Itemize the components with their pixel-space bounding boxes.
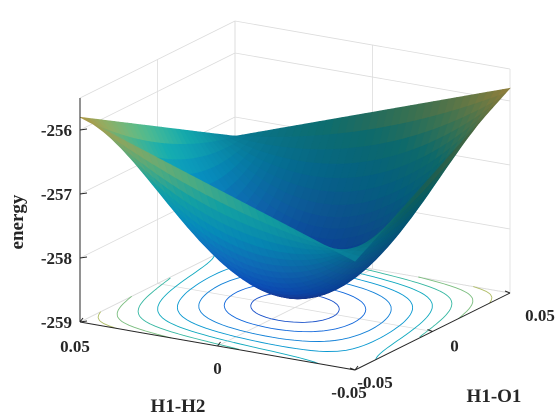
x-tick-label: -0.05 bbox=[331, 383, 366, 402]
axes bbox=[79, 98, 511, 371]
z-tick-label: -258 bbox=[41, 249, 72, 268]
axis-labels: energy H1-H2 H1-O1 bbox=[7, 194, 521, 417]
axis-line bbox=[79, 192, 88, 195]
z-tick-label: -256 bbox=[41, 121, 72, 140]
x-axis-label: H1-H2 bbox=[151, 396, 206, 417]
contour-line bbox=[137, 265, 453, 350]
y-tick-label: -0.05 bbox=[357, 373, 392, 392]
z-axis-label: energy bbox=[7, 194, 28, 249]
surface-patch bbox=[346, 253, 360, 262]
axis-line bbox=[217, 341, 221, 347]
y-tick-label: 0 bbox=[450, 337, 459, 356]
axis-line bbox=[349, 367, 356, 371]
energy-surface bbox=[79, 87, 511, 300]
axis-line bbox=[504, 290, 511, 294]
x-tick-label: 0 bbox=[213, 359, 222, 378]
grid-line bbox=[79, 20, 236, 99]
axis-line bbox=[79, 128, 88, 131]
tick-labels: -256 -257 -258 -259 0.05 0 -0.05-0.05 0 0.05 bbox=[41, 121, 555, 402]
axis-line bbox=[354, 365, 359, 371]
grid-line bbox=[234, 20, 511, 70]
z-tick-label: -259 bbox=[41, 313, 72, 332]
y-axis-label: H1-O1 bbox=[467, 386, 522, 407]
axis-line bbox=[427, 329, 433, 332]
axis-line bbox=[79, 317, 84, 323]
z-tick-label: -257 bbox=[41, 185, 73, 204]
grid-line bbox=[157, 283, 433, 332]
y-tick-label: 0.05 bbox=[525, 306, 555, 325]
axis-line bbox=[79, 320, 88, 323]
axis-line bbox=[79, 256, 88, 259]
x-tick-label: 0.05 bbox=[60, 337, 90, 356]
